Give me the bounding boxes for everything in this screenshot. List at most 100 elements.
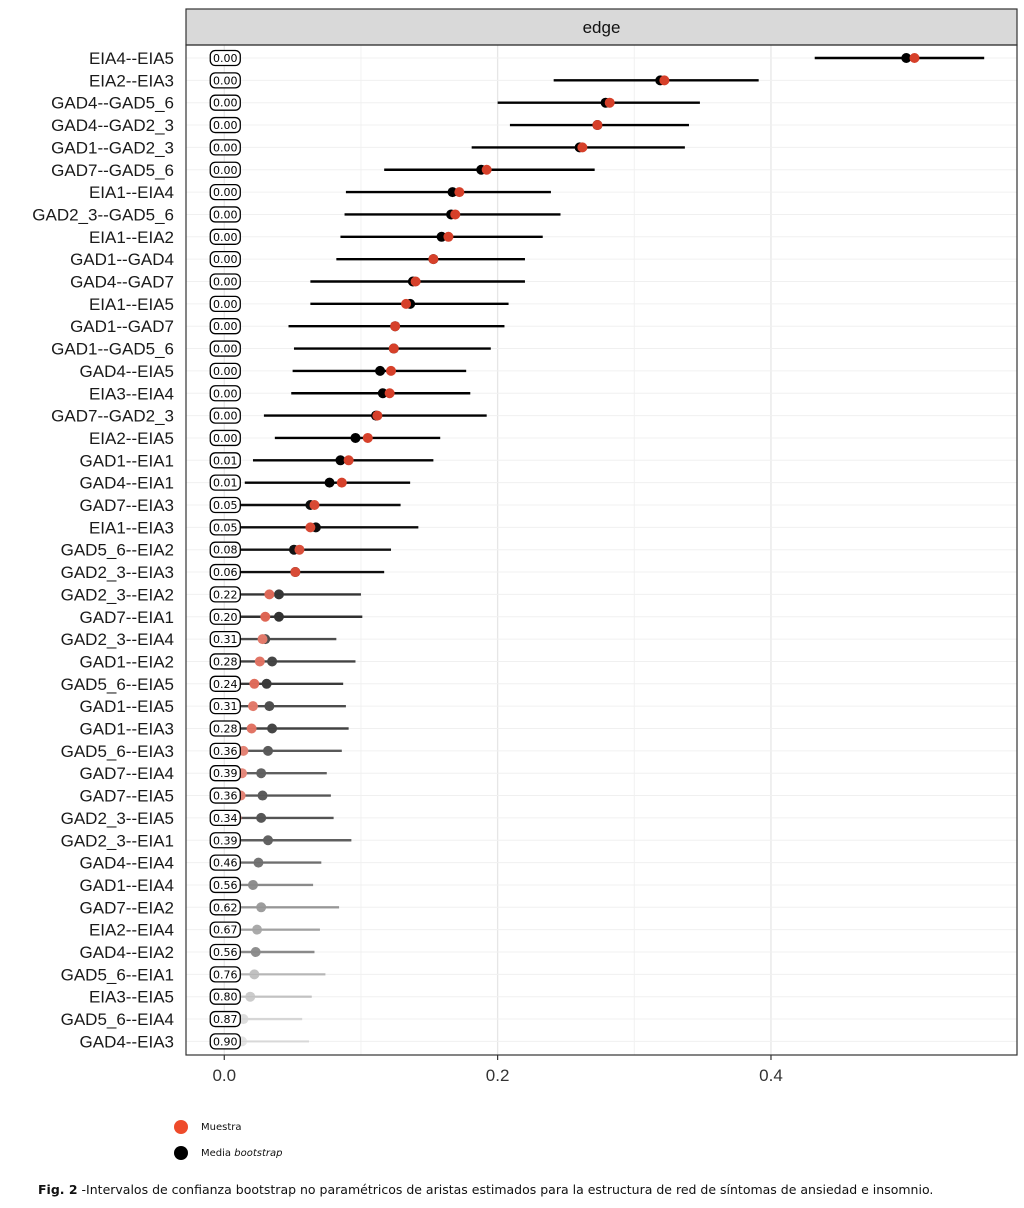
proportion-label-text: 0.01 [213, 477, 238, 490]
proportion-label: 0.00 [209, 407, 241, 424]
edge-label: EIA2--EIA4 [89, 921, 174, 940]
edge-bootstrap-chart: edge 0.00 0.00 0.00 0.00 0.00 0.00 0.00 0.00 0.0… [32, 8, 1018, 1085]
edge-row-GAD1--EIA3 [224, 723, 349, 734]
proportion-label-box [209, 94, 241, 111]
edge-row-GAD1--GAD5_6 [293, 343, 491, 354]
proportion-label-box [209, 787, 241, 804]
bootstrap-mean-point [256, 812, 267, 823]
bootstrap-mean-point [263, 745, 274, 756]
edge-label: GAD4--EIA5 [80, 362, 174, 381]
edge-label: EIA1--EIA4 [89, 183, 174, 202]
proportion-label-box [209, 295, 241, 313]
proportion-label-box [209, 250, 241, 268]
proportion-label-text: 0.31 [213, 700, 238, 713]
proportion-label: 0.46 [209, 854, 241, 871]
edge-row-GAD7--EIA3 [224, 500, 401, 510]
proportion-label-text: 0.05 [213, 499, 238, 512]
edge-row-GAD2_3--GAD5_6 [344, 209, 561, 220]
edge-label: GAD1--GAD7 [70, 317, 174, 336]
proportion-label: 0.56 [209, 943, 241, 961]
proportion-label: 0.01 [209, 452, 241, 469]
sample-point [401, 298, 412, 309]
bootstrap-mean-point [267, 656, 278, 667]
sample-point [260, 611, 271, 622]
sample-point [428, 254, 439, 265]
proportion-label-box [209, 608, 241, 625]
sample-point [390, 321, 401, 332]
sample-point [264, 589, 275, 600]
edge-label: GAD1--GAD2_3 [51, 138, 174, 157]
edge-label: GAD1--EIA4 [80, 876, 174, 895]
proportion-label-text: 0.01 [213, 454, 238, 467]
proportion-label: 0.00 [209, 94, 241, 111]
bootstrap-mean-point [253, 857, 264, 868]
proportion-label-box [209, 273, 241, 290]
edge-row-EIA2--EIA5 [274, 432, 441, 443]
sample-point [604, 97, 615, 108]
proportion-label: 0.00 [209, 340, 241, 357]
edge-label: GAD7--EIA3 [80, 496, 174, 515]
proportion-label-box [209, 139, 241, 156]
edge-label: GAD1--EIA5 [80, 697, 174, 716]
proportion-label-box [209, 876, 241, 894]
sample-point [246, 723, 257, 734]
edge-row-GAD2_3--EIA3 [224, 567, 385, 578]
edge-row-EIA4--EIA5 [814, 53, 985, 63]
legend-item-bootstrap-mean: Media bootstrap [174, 1140, 282, 1166]
bootstrap-mean-point [250, 947, 261, 957]
proportion-label-text: 0.00 [213, 298, 238, 311]
proportion-label: 0.31 [209, 630, 241, 648]
bootstrap-mean-point [901, 53, 912, 63]
proportion-label-box [209, 541, 241, 558]
edge-row-EIA1--EIA5 [310, 298, 509, 309]
proportion-label-text: 0.00 [213, 253, 238, 266]
facet-strip: edge [185, 8, 1018, 46]
bootstrap-mean-point [257, 790, 268, 801]
proportion-label: 0.00 [209, 49, 241, 67]
bootstrap-mean-point [245, 991, 256, 1002]
bootstrap-mean-point [252, 924, 263, 935]
proportion-label: 0.05 [209, 519, 241, 536]
edge-label: GAD7--EIA1 [80, 608, 174, 627]
proportion-label: 0.56 [209, 876, 241, 894]
proportion-label-text: 0.00 [213, 164, 238, 177]
edge-labels: EIA4--EIA5 EIA2--EIA3 GAD4--GAD5_6 GAD4--GA… [32, 49, 174, 1051]
edge-label: GAD2_3--EIA4 [61, 630, 174, 649]
edge-label: GAD5_6--EIA4 [61, 1010, 174, 1029]
edge-label: GAD4--GAD7 [70, 273, 174, 292]
legend-swatch-bootstrap-mean [174, 1146, 188, 1160]
sample-point [247, 701, 258, 712]
edge-label: GAD2_3--EIA5 [61, 809, 174, 828]
bootstrap-mean-point [273, 589, 284, 600]
proportion-label-text: 0.00 [213, 365, 238, 378]
edge-label: GAD1--GAD5_6 [51, 340, 174, 359]
proportion-label-text: 0.00 [213, 276, 238, 289]
legend: Muestra Media bootstrap [174, 1114, 282, 1166]
bootstrap-mean-point [375, 365, 386, 376]
proportion-label-box [209, 854, 241, 871]
edge-label: GAD4--GAD5_6 [51, 94, 174, 113]
sample-point [909, 53, 920, 63]
bootstrap-mean-point [261, 678, 272, 689]
sample-point [454, 187, 465, 198]
sample-point [305, 522, 316, 533]
proportion-label: 0.00 [209, 362, 241, 380]
edge-label: GAD7--EIA4 [80, 764, 174, 783]
proportion-label: 0.00 [209, 139, 241, 156]
edge-label: GAD4--EIA1 [80, 474, 174, 493]
proportion-label-box [209, 675, 241, 692]
sample-point [372, 410, 383, 421]
bootstrap-mean-point [377, 388, 388, 399]
proportion-label-text: 0.00 [213, 52, 238, 65]
proportion-label-box [209, 362, 241, 380]
edge-label: GAD1--EIA3 [80, 720, 174, 739]
proportion-label-text: 0.00 [213, 410, 238, 423]
proportion-label: 0.00 [209, 318, 241, 335]
sample-point [343, 455, 354, 466]
proportion-label-box [209, 340, 241, 357]
edge-row-GAD2_3--EIA2 [224, 589, 361, 600]
edge-label: GAD7--GAD5_6 [51, 161, 174, 180]
sample-point [577, 142, 588, 153]
edge-row-GAD4--GAD2_3 [509, 120, 689, 131]
proportion-label-box [209, 206, 241, 223]
